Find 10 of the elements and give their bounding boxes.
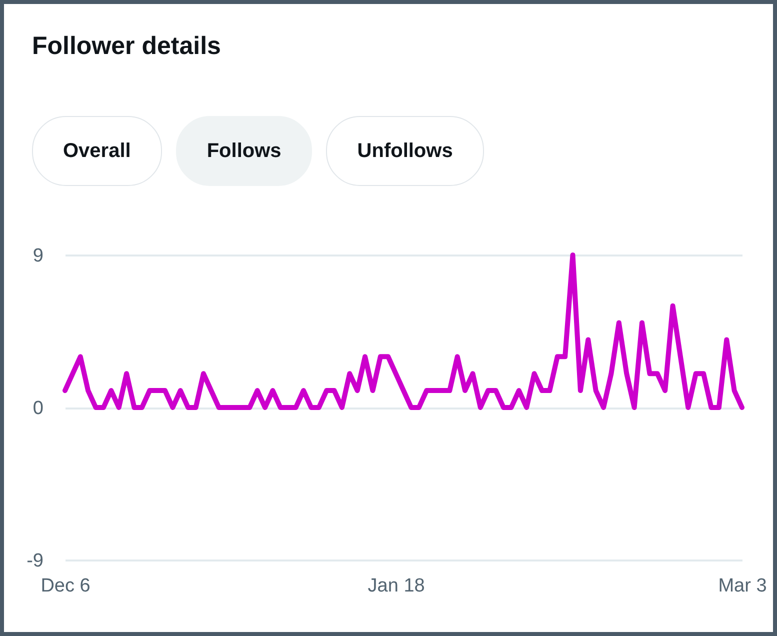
chart-title: Follower details	[32, 32, 221, 61]
x-tick-label: Mar 3	[718, 576, 767, 596]
text: Overall	[32, 116, 162, 186]
y-tick-label: 0	[32, 398, 44, 419]
text: Follows	[176, 116, 312, 186]
y-tick-label: -9	[26, 550, 44, 572]
text: Unfollows	[326, 116, 484, 186]
y-tick-label: 9	[32, 246, 44, 266]
x-tick-label: Dec 6	[40, 576, 90, 596]
x-tick-label: Jan 18	[368, 576, 425, 596]
